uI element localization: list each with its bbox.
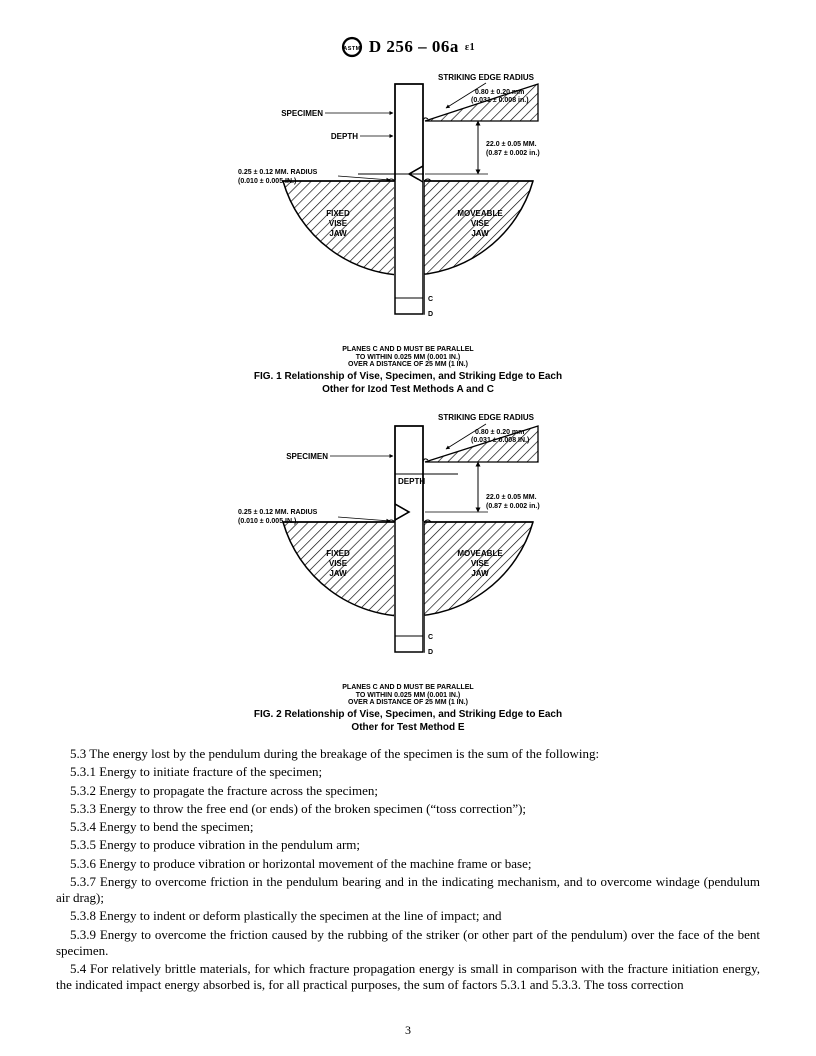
f1-dist-mm: 22.0 ± 0.05 MM. — [486, 141, 537, 148]
f1-fixed1: FIXED — [326, 209, 350, 218]
f2-c: C — [428, 634, 433, 641]
f2-depth-label: DEPTH — [398, 477, 425, 486]
f2-move2: VISE — [471, 559, 490, 568]
para-5-3: 5.3 The energy lost by the pendulum duri… — [56, 746, 760, 762]
f2-dist-mm: 22.0 ± 0.05 MM. — [486, 494, 537, 501]
para-5-4: 5.4 For relatively brittle materials, fo… — [56, 961, 760, 994]
f2-d: D — [428, 649, 433, 656]
f1-move1: MOVEABLE — [457, 209, 503, 218]
f1-move2: VISE — [471, 219, 490, 228]
fig2-note: PLANES C AND D MUST BE PARALLEL TO WITHI… — [56, 684, 760, 707]
page-number: 3 — [0, 1023, 816, 1038]
figure-2: DEPTH STRIKING EDGE RADIUS 0.80 ± 0.20 m… — [56, 404, 760, 734]
f2-radius-mm: 0.80 ± 0.20 mm — [475, 429, 524, 436]
f1-d: D — [428, 311, 433, 318]
f2-fixed3: JAW — [329, 569, 347, 578]
para-5-3-8: 5.3.8 Energy to indent or deform plastic… — [56, 908, 760, 924]
para-5-3-1: 5.3.1 Energy to initiate fracture of the… — [56, 764, 760, 780]
para-5-3-4: 5.3.4 Energy to bend the specimen; — [56, 819, 760, 835]
figure-2-diagram: DEPTH STRIKING EDGE RADIUS 0.80 ± 0.20 m… — [228, 404, 588, 684]
figure-1: STRIKING EDGE RADIUS 0.80 ± 0.20 mm (0.0… — [56, 66, 760, 396]
f2-move1: MOVEABLE — [457, 549, 503, 558]
para-5-3-9: 5.3.9 Energy to overcome the friction ca… — [56, 927, 760, 960]
para-5-3-5: 5.3.5 Energy to produce vibration in the… — [56, 837, 760, 853]
f1-fixed2: VISE — [329, 219, 348, 228]
f2-radius-in: (0.031 ± 0.008 IN.) — [471, 437, 529, 444]
f1-radius-in: (0.031 ± 0.008 in.) — [471, 97, 529, 104]
figure-1-diagram: STRIKING EDGE RADIUS 0.80 ± 0.20 mm (0.0… — [228, 66, 588, 346]
f1-jaw-rad-mm: 0.25 ± 0.12 MM. RADIUS — [238, 169, 318, 176]
astm-logo-icon: ASTM — [341, 36, 363, 58]
fig1-caption: FIG. 1 Relationship of Vise, Specimen, a… — [56, 371, 760, 396]
f1-striking-label: STRIKING EDGE RADIUS — [438, 73, 535, 82]
fig2-caption: FIG. 2 Relationship of Vise, Specimen, a… — [56, 709, 760, 734]
f2-striking-label: STRIKING EDGE RADIUS — [438, 413, 535, 422]
fig1-note: PLANES C AND D MUST BE PARALLEL TO WITHI… — [56, 346, 760, 369]
f2-specimen-label: SPECIMEN — [286, 452, 328, 461]
f2-jaw-rad-in: (0.010 ± 0.005 IN.) — [238, 518, 296, 525]
f1-fixed3: JAW — [329, 229, 347, 238]
para-5-3-7: 5.3.7 Energy to overcome friction in the… — [56, 874, 760, 907]
designation-superscript: ε1 — [465, 42, 475, 53]
standard-header: ASTM D 256 – 06a ε1 — [56, 36, 760, 58]
f1-jaw-rad-in: (0.010 ± 0.005 IN.) — [238, 178, 296, 185]
body-text: 5.3 The energy lost by the pendulum duri… — [56, 746, 760, 994]
para-5-3-2: 5.3.2 Energy to propagate the fracture a… — [56, 783, 760, 799]
f2-fixed1: FIXED — [326, 549, 350, 558]
f1-specimen-label: SPECIMEN — [281, 109, 323, 118]
f1-dist-in: (0.87 ± 0.002 in.) — [486, 150, 540, 157]
f1-depth-label: DEPTH — [331, 132, 358, 141]
svg-text:ASTM: ASTM — [343, 46, 360, 52]
f2-fixed2: VISE — [329, 559, 348, 568]
para-5-3-3: 5.3.3 Energy to throw the free end (or e… — [56, 801, 760, 817]
f1-radius-mm: 0.80 ± 0.20 mm — [475, 89, 524, 96]
para-5-3-6: 5.3.6 Energy to produce vibration or hor… — [56, 856, 760, 872]
f2-move3: JAW — [471, 569, 489, 578]
f2-dist-in: (0.87 ± 0.002 in.) — [486, 503, 540, 510]
designation-code: D 256 – 06a — [369, 37, 459, 57]
f2-jaw-rad-mm: 0.25 ± 0.12 MM. RADIUS — [238, 509, 318, 516]
f1-c: C — [428, 296, 433, 303]
f1-move3: JAW — [471, 229, 489, 238]
